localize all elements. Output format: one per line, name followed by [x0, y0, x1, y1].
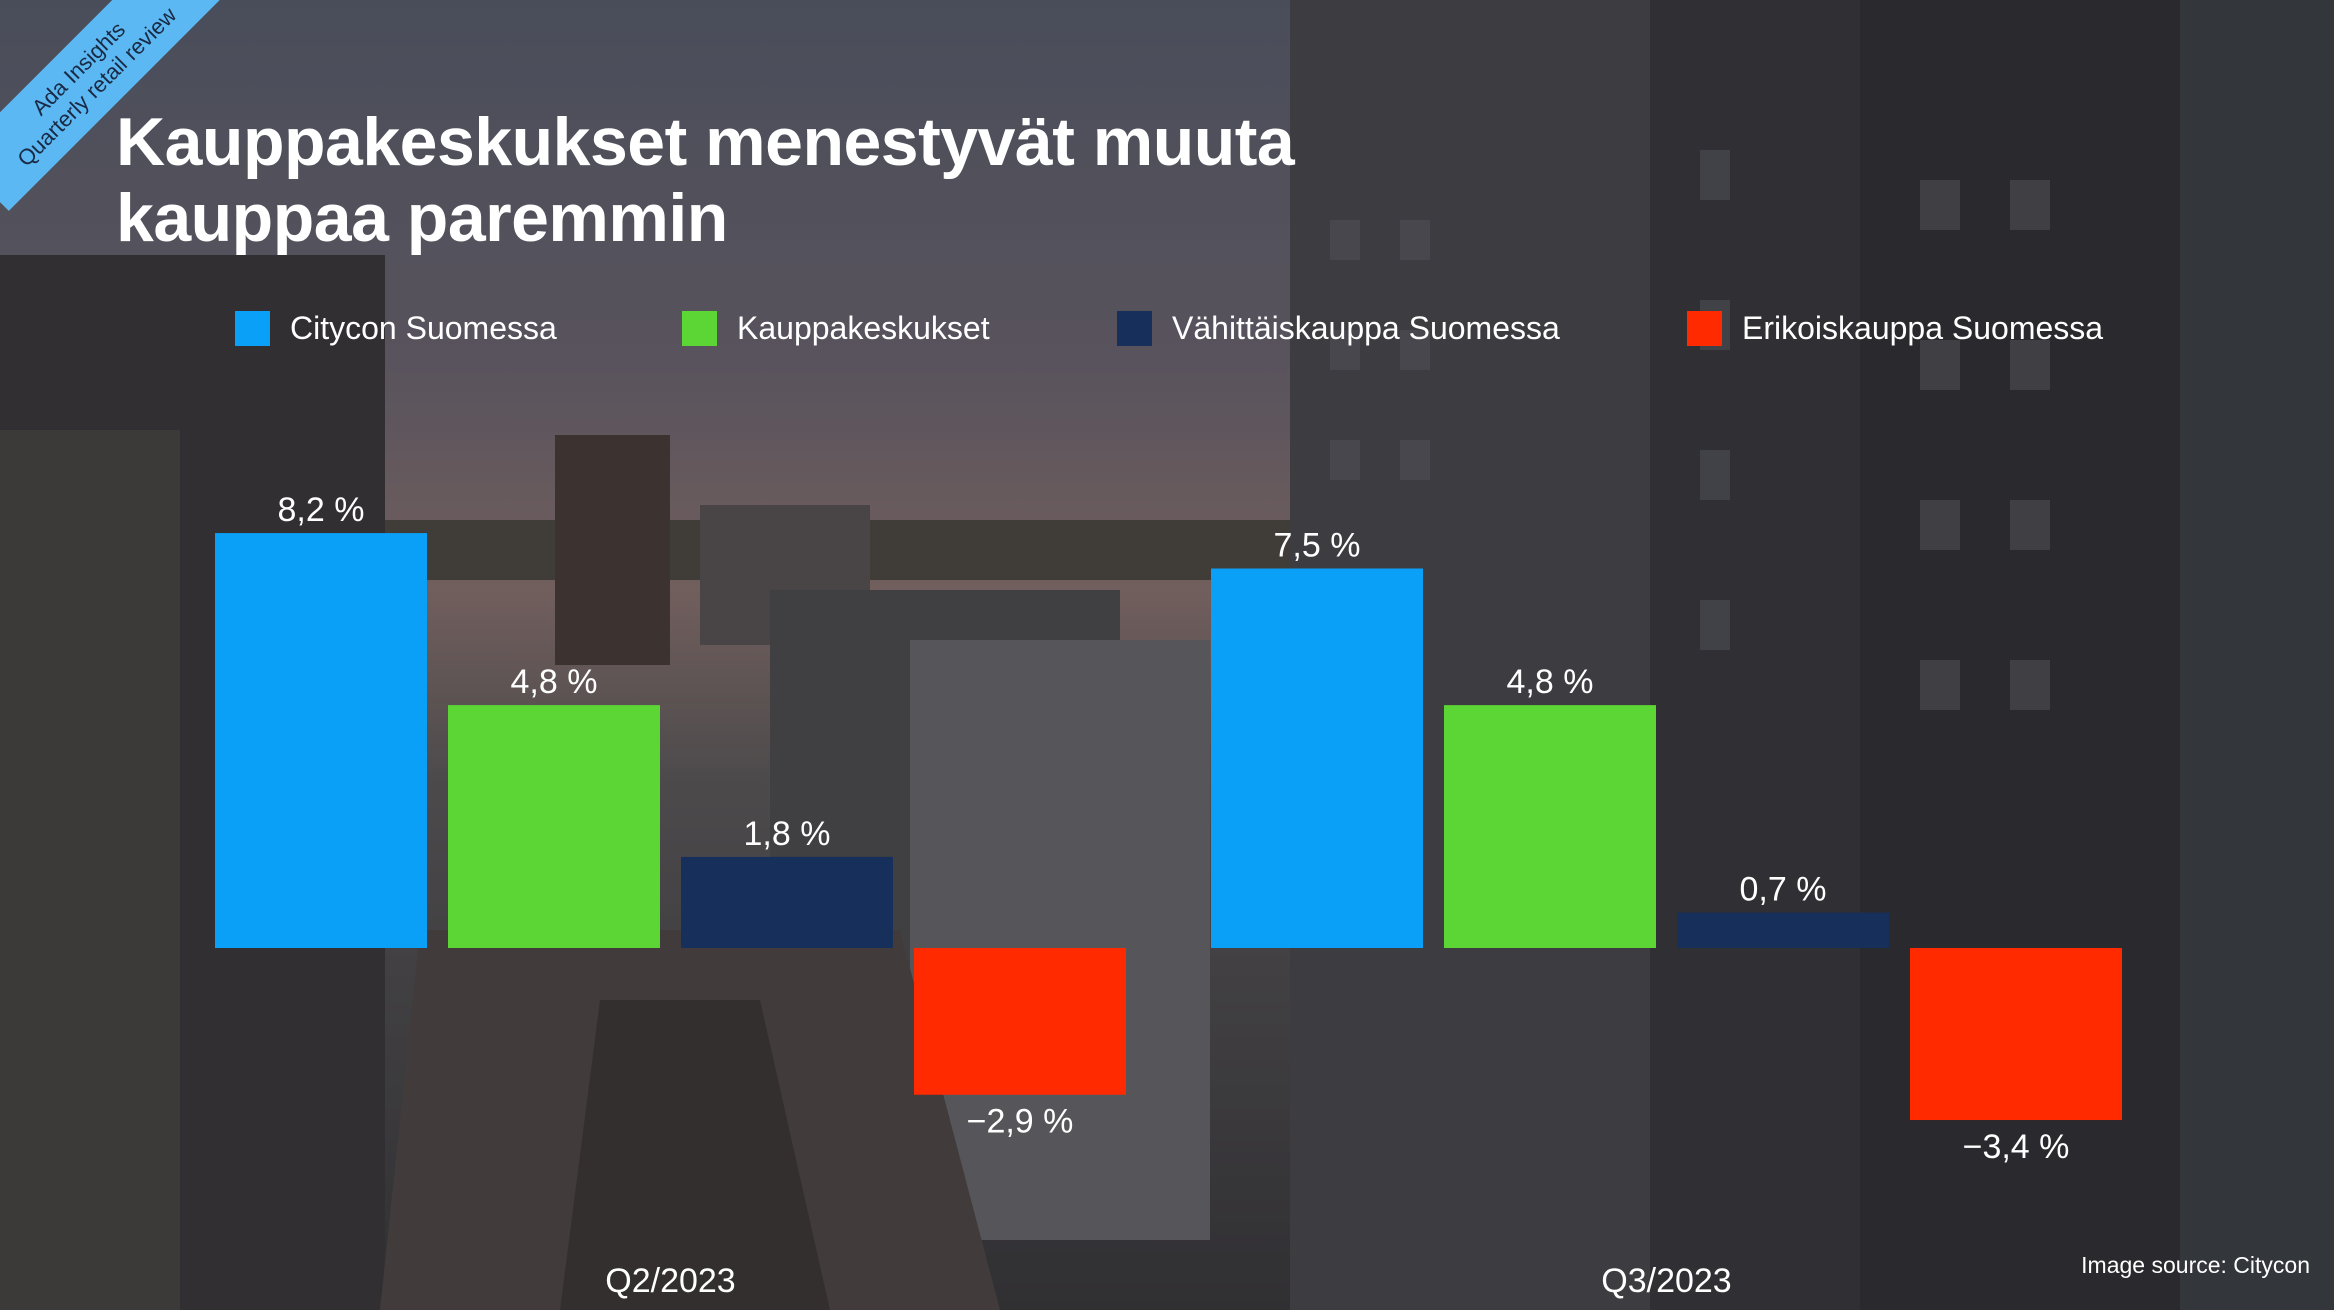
legend-item-vahittaiskauppa: Vähittäiskauppa Suomessa — [1117, 310, 1560, 347]
bar-kauppakeskukset-q2 — [448, 705, 660, 948]
legend-label-kauppakeskukset: Kauppakeskukset — [737, 310, 990, 346]
bar-citycon-q2 — [215, 533, 427, 948]
bar-erikoiskauppa-q3 — [1910, 948, 2122, 1121]
legend-swatch-citycon — [235, 311, 270, 346]
bar-vahittaiskauppa-q3 — [1677, 912, 1889, 948]
data-label-erikoiskauppa-q3: −3,4 % — [1963, 1128, 2070, 1166]
data-label-kauppakeskukset-q3: 4,8 % — [1507, 663, 1594, 701]
image-source-credit: Image source: Citycon — [2081, 1252, 2310, 1278]
legend: Citycon Suomessa Kauppakeskukset Vähittä… — [0, 310, 2334, 354]
legend-swatch-vahittaiskauppa — [1117, 311, 1152, 346]
data-label-vahittaiskauppa-q3: 0,7 % — [1740, 871, 1827, 909]
data-label-vahittaiskauppa-q2: 1,8 % — [744, 815, 831, 853]
category-label-q3: Q3/2023 — [1601, 1262, 1731, 1300]
bar-vahittaiskauppa-q2 — [681, 856, 893, 948]
title-line2: kauppaa paremmin — [116, 180, 728, 256]
data-label-erikoiskauppa-q2: −2,9 % — [967, 1103, 1074, 1141]
bar-citycon-q3 — [1211, 568, 1423, 948]
legend-item-kauppakeskukset: Kauppakeskukset — [682, 310, 990, 347]
legend-label-citycon: Citycon Suomessa — [290, 310, 557, 346]
data-label-citycon-q3: 7,5 % — [1274, 527, 1361, 565]
legend-item-erikoiskauppa: Erikoiskauppa Suomessa — [1687, 310, 2103, 347]
legend-swatch-erikoiskauppa — [1687, 311, 1722, 346]
category-label-q2: Q2/2023 — [605, 1262, 735, 1300]
chart-title: Kauppakeskukset menestyvät muuta kauppaa… — [116, 104, 1616, 256]
title-line1: Kauppakeskukset menestyvät muuta — [116, 104, 1295, 180]
data-label-citycon-q2: 8,2 % — [278, 491, 365, 529]
legend-label-erikoiskauppa: Erikoiskauppa Suomessa — [1742, 310, 2104, 346]
data-label-kauppakeskukset-q2: 4,8 % — [511, 663, 598, 701]
bar-erikoiskauppa-q2 — [914, 948, 1126, 1095]
legend-item-citycon: Citycon Suomessa — [235, 310, 557, 347]
legend-label-vahittaiskauppa: Vähittäiskauppa Suomessa — [1172, 310, 1560, 346]
legend-swatch-kauppakeskukset — [682, 311, 717, 346]
bar-kauppakeskukset-q3 — [1444, 705, 1656, 948]
